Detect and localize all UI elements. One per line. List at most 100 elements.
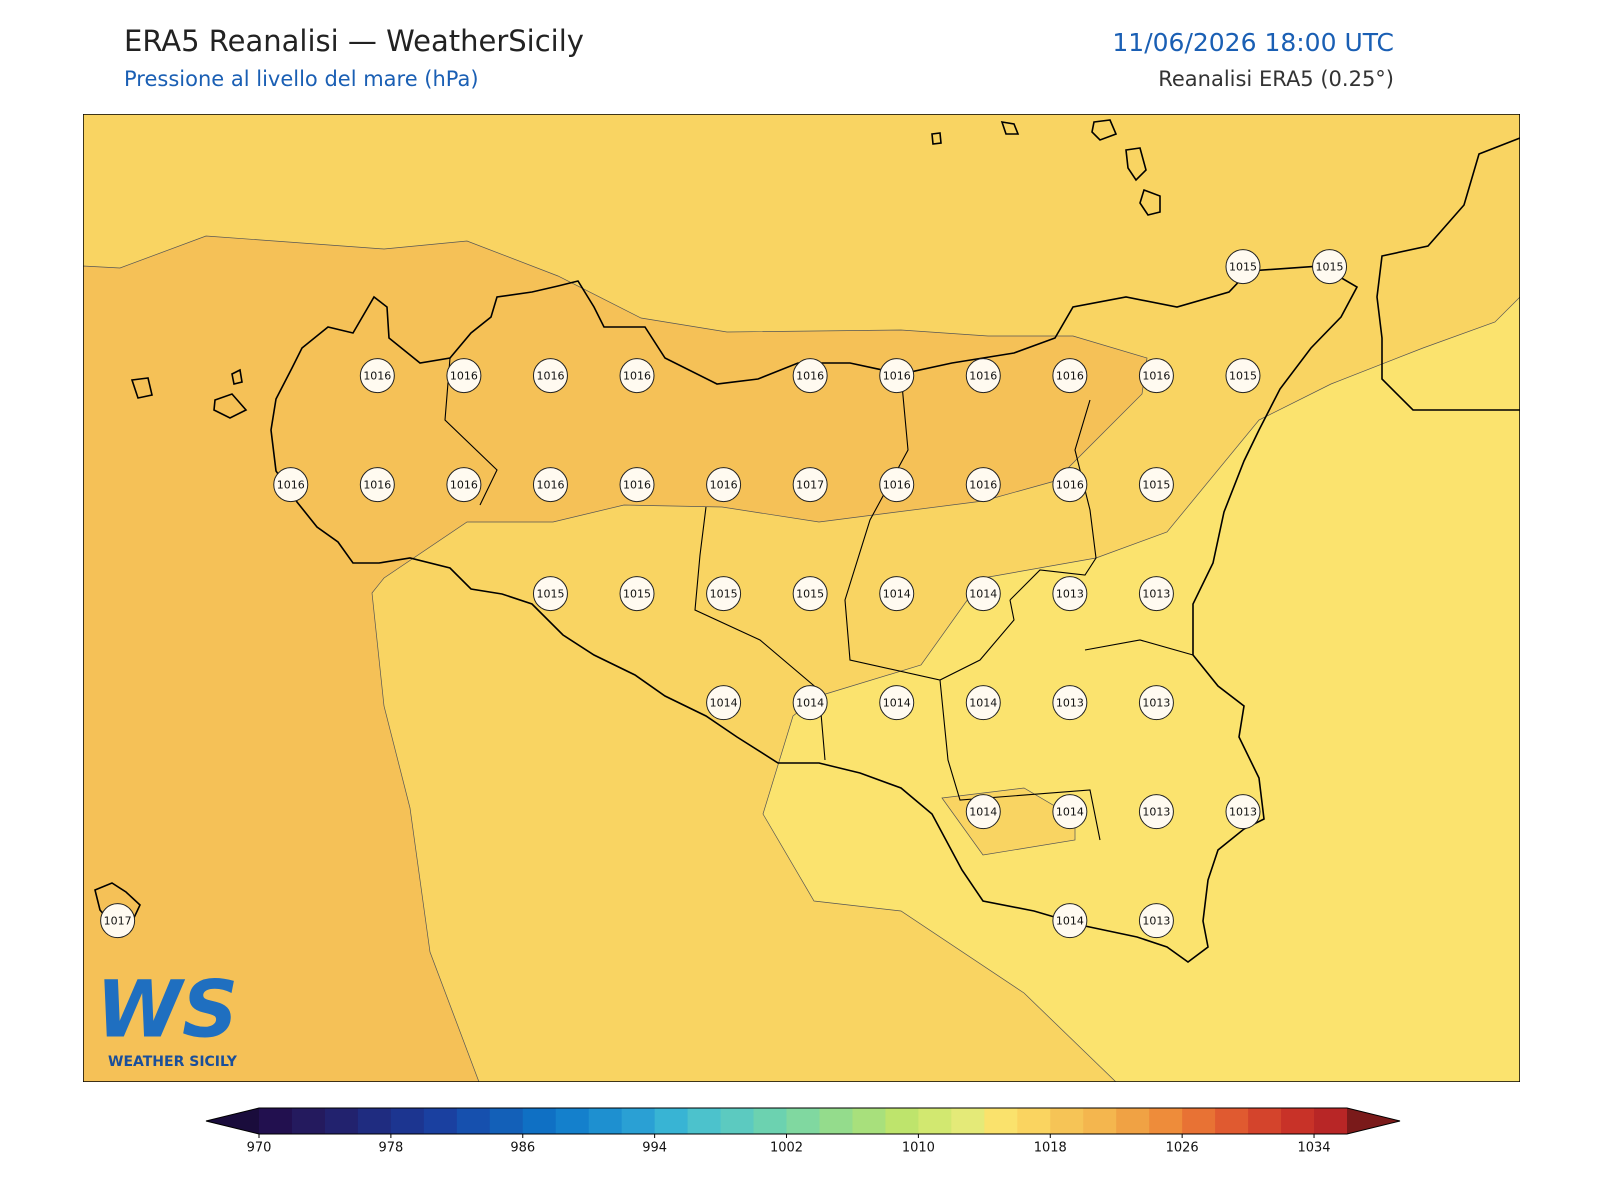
station-marker: [879, 576, 915, 612]
station-marker: [1138, 467, 1174, 503]
map-field: [83, 114, 1520, 1082]
colorbar-tick-label: 970: [247, 1141, 272, 1156]
station-label: 1013: [1142, 588, 1170, 601]
station-marker: [792, 467, 828, 503]
colorbar-tick-label: 1034: [1297, 1141, 1330, 1156]
station-label: 1017: [104, 915, 132, 928]
station-label: 1016: [277, 479, 305, 492]
colorbar-segment: [1083, 1108, 1117, 1134]
station-label: 1016: [450, 479, 478, 492]
station-label: 1016: [363, 370, 391, 383]
colorbar-segment: [555, 1108, 590, 1134]
colorbar-tick-label: 1010: [902, 1141, 935, 1156]
station-marker: [879, 358, 915, 394]
station-marker: [1052, 467, 1088, 503]
colorbar-under: [206, 1108, 259, 1134]
station-marker: [1052, 685, 1088, 721]
colorbar-segment: [522, 1108, 557, 1134]
station-label: 1014: [1056, 915, 1084, 928]
colorbar-segment: [951, 1108, 985, 1134]
colorbar-segment: [1017, 1108, 1051, 1134]
station-marker: [1052, 576, 1088, 612]
title: ERA5 Reanalisi — WeatherSicily: [124, 24, 584, 58]
colorbar-segment: [324, 1108, 359, 1134]
station-marker: [792, 576, 828, 612]
station-marker: [1138, 903, 1174, 939]
station-marker: [532, 358, 568, 394]
station-label: 1013: [1056, 697, 1084, 710]
colorbar-segment: [885, 1108, 919, 1134]
station-marker: [1138, 685, 1174, 721]
station-marker: [273, 467, 309, 503]
subtitle: Pressione al livello del mare (hPa): [124, 67, 479, 91]
station-label: 1013: [1229, 806, 1257, 819]
colorbar-segment: [456, 1108, 491, 1134]
station-label: 1013: [1142, 915, 1170, 928]
station-label: 1014: [969, 806, 997, 819]
station-marker: [532, 467, 568, 503]
station-marker: [619, 358, 655, 394]
colorbar-tick-label: 1002: [770, 1141, 803, 1156]
station-label: 1017: [796, 479, 824, 492]
station-label: 1014: [1056, 806, 1084, 819]
station-marker: [706, 576, 742, 612]
station-label: 1016: [796, 370, 824, 383]
station-label: 1014: [969, 588, 997, 601]
station-label: 1016: [536, 479, 564, 492]
colorbar-segment: [819, 1108, 853, 1134]
colorbar-segment: [588, 1108, 623, 1134]
station-marker: [965, 685, 1001, 721]
colorbar-over: [1347, 1108, 1400, 1134]
station-marker: [879, 685, 915, 721]
station-label: 1015: [796, 588, 824, 601]
station-marker: [1052, 794, 1088, 830]
logo-text: WEATHER SICILY: [108, 1054, 238, 1070]
colorbar-tick-label: 994: [642, 1141, 667, 1156]
colorbar-tick-label: 1026: [1166, 1141, 1199, 1156]
station-label: 1016: [883, 370, 911, 383]
station-label: 1016: [1056, 370, 1084, 383]
colorbar-tick-label: 978: [378, 1141, 403, 1156]
station-marker: [446, 467, 482, 503]
station-label: 1014: [969, 697, 997, 710]
station-label: 1015: [623, 588, 651, 601]
station-marker: [359, 467, 395, 503]
station-label: 1016: [450, 370, 478, 383]
station-marker: [1138, 576, 1174, 612]
field-band: [83, 235, 1148, 1082]
colorbar-segment: [291, 1108, 326, 1134]
colorbar-segment: [1314, 1108, 1348, 1134]
station-marker: [1138, 358, 1174, 394]
station-marker: [446, 358, 482, 394]
station-marker: [965, 467, 1001, 503]
station-label: 1013: [1142, 697, 1170, 710]
logo: WS WEATHER SICILY: [96, 965, 238, 1070]
station-marker: [1225, 794, 1261, 830]
station-label: 1016: [623, 479, 651, 492]
station-marker: [965, 576, 1001, 612]
logo-letters: WS: [96, 965, 238, 1055]
coastline: [94, 119, 1520, 963]
province-border: [444, 357, 1194, 841]
station-label: 1015: [1142, 479, 1170, 492]
colorbar-segment: [1149, 1108, 1183, 1134]
station-marker: [619, 467, 655, 503]
colorbar-segment: [918, 1108, 952, 1134]
station-label: 1015: [1229, 261, 1257, 274]
colorbar-segment: [852, 1108, 886, 1134]
station-label: 1016: [536, 370, 564, 383]
colorbar-segment: [1116, 1108, 1150, 1134]
station-marker: [879, 467, 915, 503]
station-marker: [1052, 903, 1088, 939]
colorbar-segment: [1248, 1108, 1282, 1134]
colorbar: 970 978 986 994 1002 1010 1018 1026 1034: [205, 1107, 1401, 1156]
colorbar-segment: [1215, 1108, 1249, 1134]
station-marker: [1312, 249, 1348, 285]
station-marker: [706, 685, 742, 721]
station-marker: [619, 576, 655, 612]
colorbar-segment: [720, 1108, 755, 1134]
colorbar-segment: [753, 1108, 788, 1134]
station-label: 1015: [710, 588, 738, 601]
station-label: 1015: [1316, 261, 1344, 274]
